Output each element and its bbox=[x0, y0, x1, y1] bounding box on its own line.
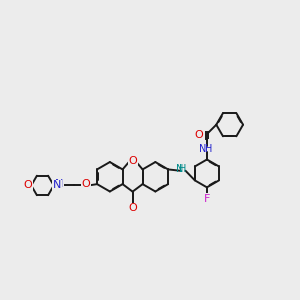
Text: F: F bbox=[204, 194, 210, 204]
Text: O: O bbox=[128, 156, 137, 166]
Text: O: O bbox=[24, 181, 32, 190]
Text: O: O bbox=[82, 179, 90, 189]
Text: N: N bbox=[176, 164, 183, 174]
Text: N: N bbox=[199, 144, 207, 154]
Text: N: N bbox=[55, 179, 63, 189]
Text: H: H bbox=[206, 144, 213, 154]
Text: O: O bbox=[194, 130, 203, 140]
Text: N: N bbox=[53, 181, 61, 190]
Text: H: H bbox=[179, 164, 187, 174]
Text: O: O bbox=[128, 203, 137, 213]
